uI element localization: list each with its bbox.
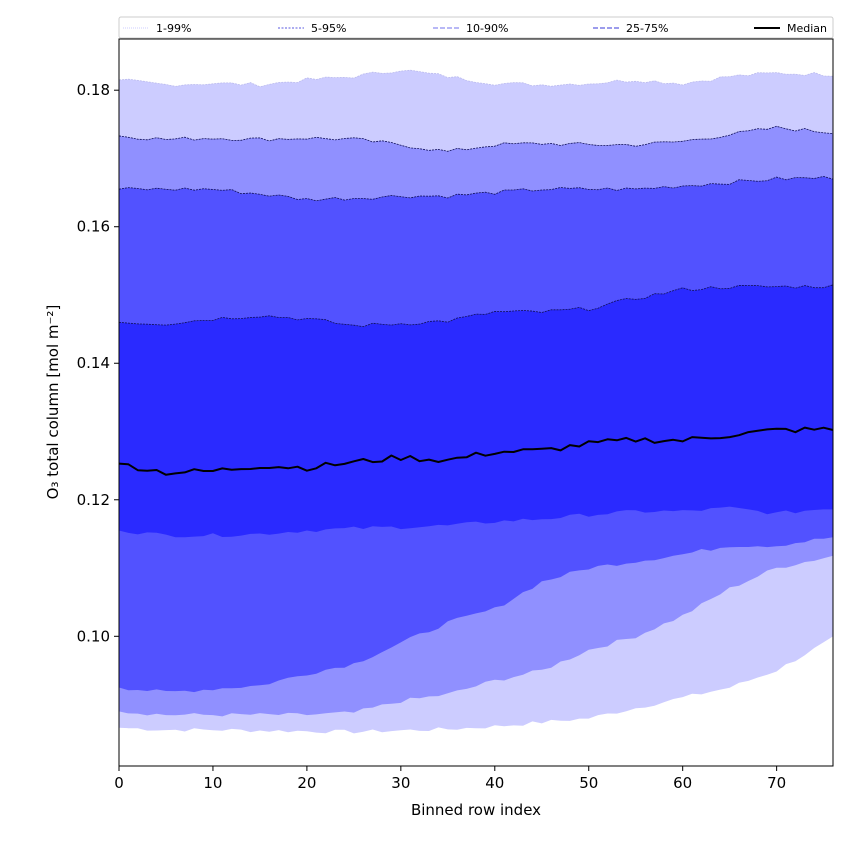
band-upper-edge-1-99 — [118, 69, 834, 88]
median-series — [118, 426, 834, 476]
percentile-bands — [118, 69, 834, 734]
legend-label: 10-90% — [466, 22, 508, 35]
y-tick-label: 0.14 — [77, 354, 110, 372]
y-axis-label: O₃ total column [mol m⁻²] — [44, 305, 62, 500]
band-upper-edge-25-75 — [118, 284, 834, 328]
y-tick-label: 0.12 — [77, 491, 110, 509]
legend-label: 25-75% — [626, 22, 668, 35]
x-axis-label: Binned row index — [411, 801, 541, 819]
legend: 1-99% 5-95% 10-90% 25-75% Median — [118, 16, 834, 39]
x-tick-label: 50 — [579, 774, 598, 792]
y-tick-label: 0.10 — [77, 627, 110, 645]
x-tick-label: 70 — [767, 774, 786, 792]
legend-item-10-90: 10-90% — [433, 22, 508, 35]
x-tick-label: 0 — [114, 774, 124, 792]
band-25-75 — [118, 284, 834, 538]
band-upper-edge-5-95 — [118, 125, 834, 152]
x-tick-label: 20 — [297, 774, 316, 792]
legend-item-median: Median — [754, 22, 827, 35]
x-axis-ticks: 0 10 20 30 40 50 60 70 — [114, 766, 786, 792]
median-line — [118, 426, 834, 476]
plot-frame — [118, 38, 834, 767]
legend-label: 1-99% — [156, 22, 191, 35]
x-tick-label: 30 — [391, 774, 410, 792]
legend-label: Median — [787, 22, 827, 35]
x-tick-label: 60 — [673, 774, 692, 792]
legend-item-1-99: 1-99% — [123, 22, 191, 35]
y-tick-label: 0.18 — [77, 81, 110, 99]
band-fill-25-75 — [119, 284, 833, 538]
x-tick-label: 10 — [203, 774, 222, 792]
legend-item-5-95: 5-95% — [278, 22, 346, 35]
legend-frame — [118, 16, 834, 39]
band-upper-edge-10-90 — [118, 175, 834, 202]
legend-item-25-75: 25-75% — [593, 22, 668, 35]
x-tick-label: 40 — [485, 774, 504, 792]
legend-label: 5-95% — [311, 22, 346, 35]
y-axis-ticks: 0.10 0.12 0.14 0.16 0.18 — [77, 81, 119, 645]
y-tick-label: 0.16 — [77, 218, 110, 236]
